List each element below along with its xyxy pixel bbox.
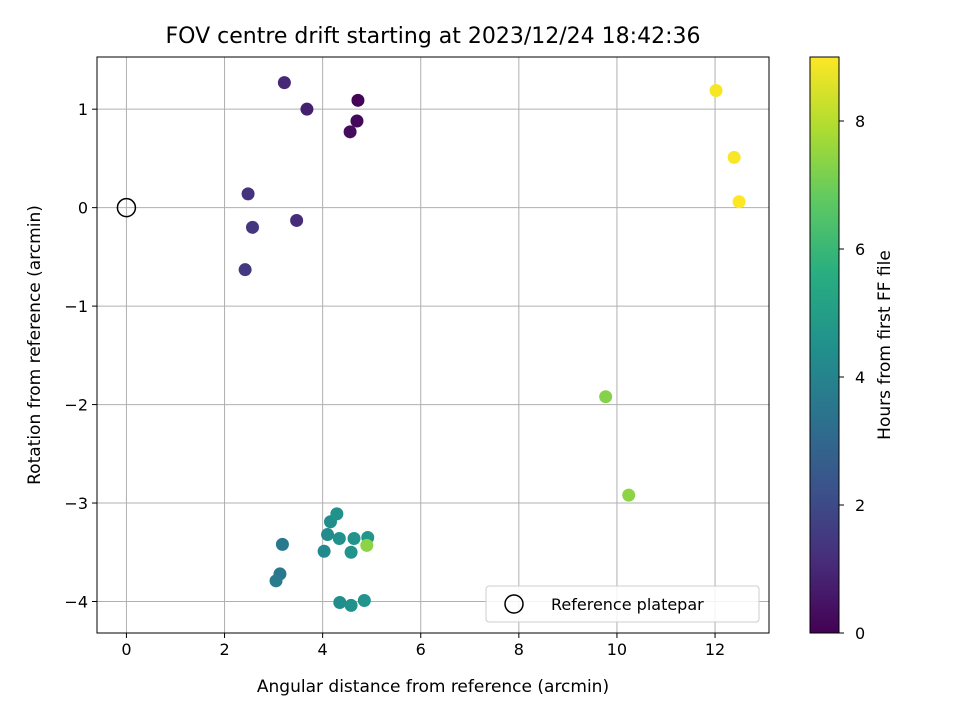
x-tick-label: 12	[705, 640, 725, 659]
colorbar: 0 2 4 6 8 Hours from first FF file	[809, 56, 895, 643]
legend: Reference platepar	[485, 585, 760, 623]
data-point	[269, 574, 283, 588]
x-tick-label: 4	[318, 640, 328, 659]
legend-label-reference: Reference platepar	[551, 595, 704, 614]
data-point	[332, 531, 346, 545]
data-point	[727, 150, 741, 164]
data-point	[317, 544, 331, 558]
data-point	[238, 263, 252, 277]
y-tick-label: −1	[64, 297, 88, 316]
colorbar-gradient	[809, 56, 840, 634]
legend-marker-reference	[504, 594, 524, 614]
colorbar-label: Hours from first FF file	[875, 250, 895, 440]
y-tick-label: −3	[64, 494, 88, 513]
y-tick-label: −2	[64, 396, 88, 415]
data-point	[245, 220, 259, 234]
data-point	[350, 114, 364, 128]
colorbar-tick-label: 4	[855, 368, 865, 387]
data-point	[732, 195, 746, 209]
x-tick-label: 10	[607, 640, 627, 659]
colorbar-tick-label: 6	[855, 240, 865, 259]
data-point	[330, 507, 344, 521]
x-tick-label: 6	[416, 640, 426, 659]
data-point	[333, 595, 347, 609]
data-point	[290, 213, 304, 227]
grid-layer	[97, 57, 769, 633]
colorbar-tick-label: 8	[855, 112, 865, 131]
data-point	[344, 598, 358, 612]
data-point	[241, 187, 255, 201]
chart-title: FOV centre drift starting at 2023/12/24 …	[166, 24, 701, 49]
legend-box	[485, 585, 760, 623]
data-point	[360, 538, 374, 552]
x-tick-label: 2	[219, 640, 229, 659]
y-tick-label: −4	[64, 592, 88, 611]
data-point	[300, 102, 314, 116]
y-axis-label: Rotation from reference (arcmin)	[25, 205, 45, 485]
data-point	[347, 531, 361, 545]
data-point	[709, 83, 723, 97]
points-layer	[238, 76, 746, 612]
data-point	[344, 545, 358, 559]
y-tick-label: 1	[78, 100, 88, 119]
data-point	[343, 125, 357, 139]
reference-marker	[116, 197, 137, 218]
x-tick-label: 0	[121, 640, 131, 659]
data-point	[599, 390, 613, 404]
data-point	[277, 76, 291, 90]
data-point	[321, 528, 335, 542]
data-point	[357, 594, 371, 608]
plot-frame	[96, 56, 770, 634]
axes-layer: 0 2 4 6 8 10 12 −4 −3 −2 −1 0 1	[64, 100, 725, 659]
x-axis-label: Angular distance from reference (arcmin)	[257, 677, 609, 697]
y-tick-label: 0	[78, 199, 88, 218]
data-point	[622, 488, 636, 502]
colorbar-ticks: 0 2 4 6 8	[839, 112, 865, 643]
data-point	[351, 93, 365, 107]
x-tick-label: 8	[514, 640, 524, 659]
data-point	[275, 537, 289, 551]
colorbar-tick-label: 2	[855, 496, 865, 515]
colorbar-tick-label: 0	[855, 624, 865, 643]
